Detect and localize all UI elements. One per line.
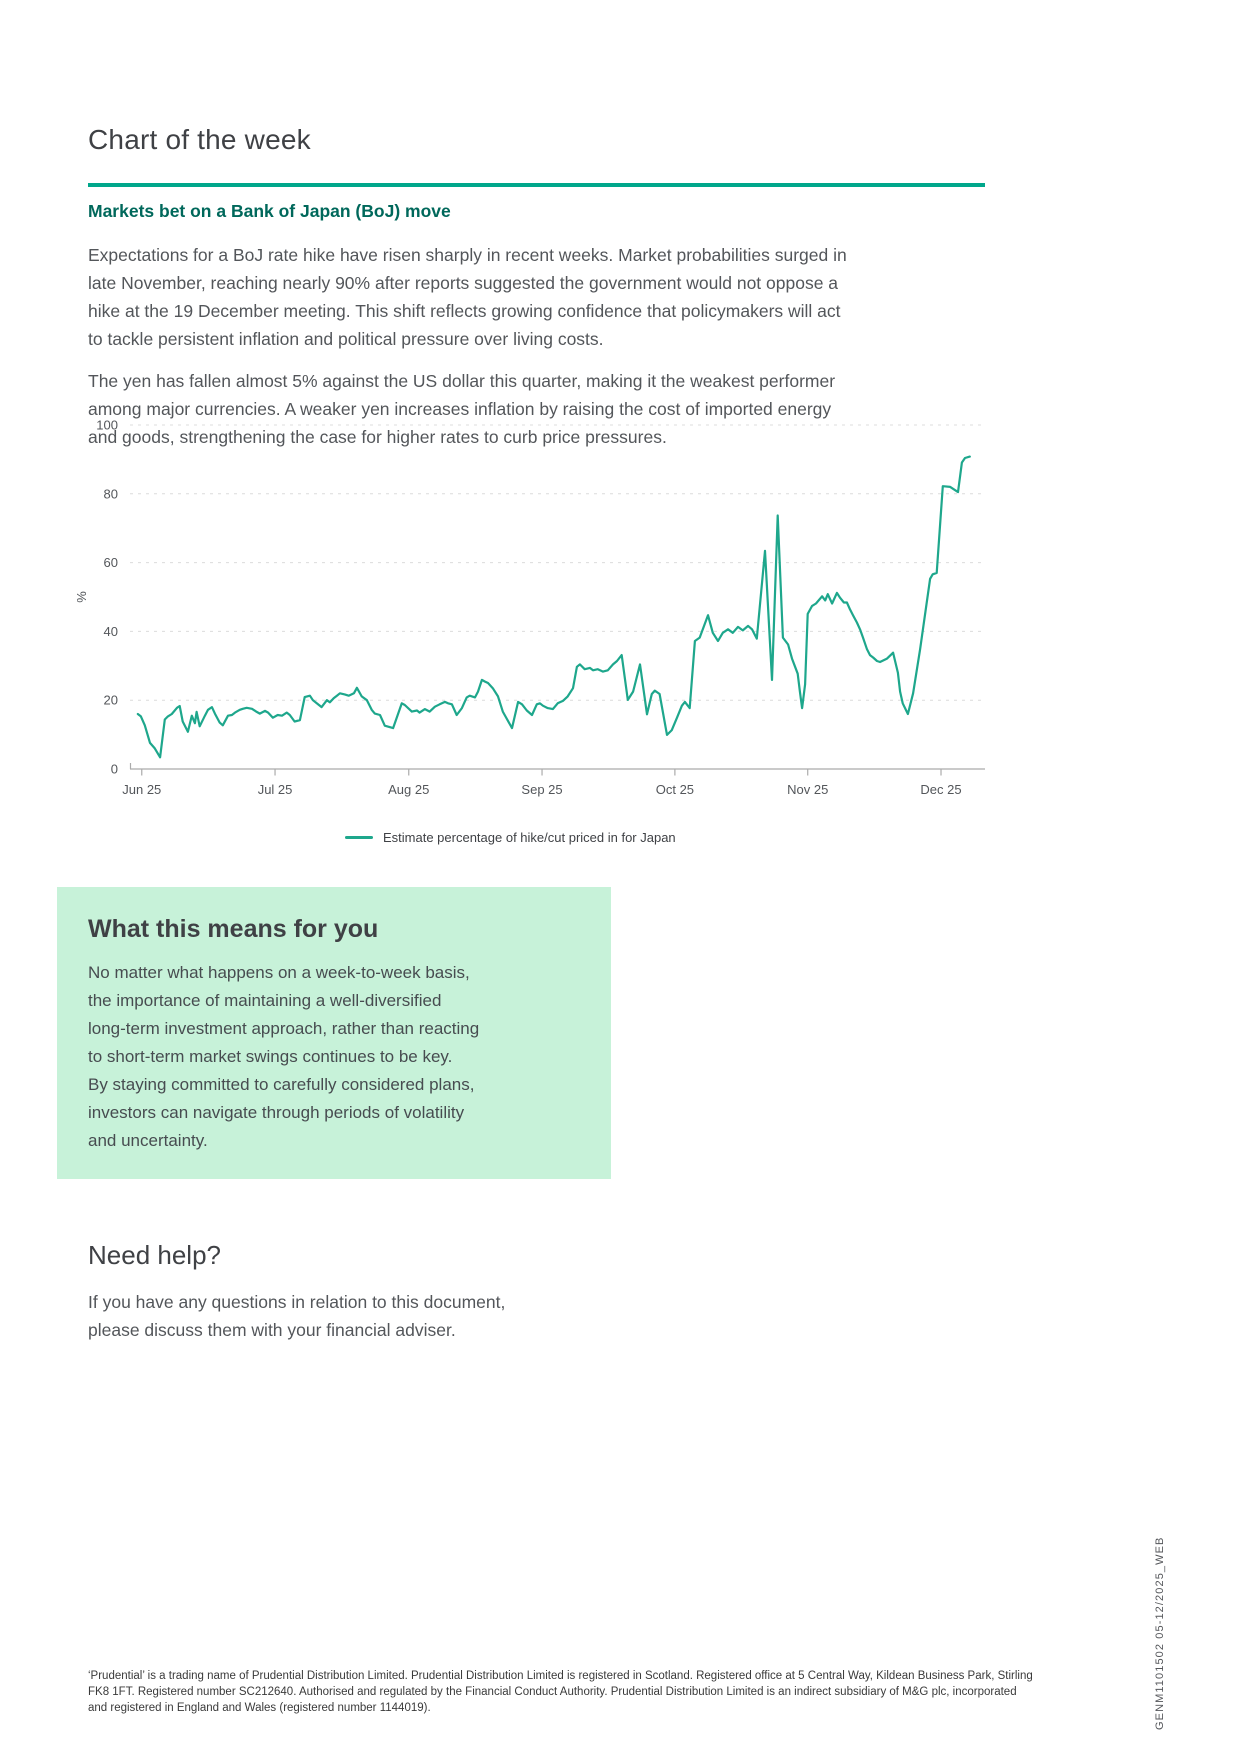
x-tick-label: Aug 25 <box>388 782 429 797</box>
page-title: Chart of the week <box>88 124 311 155</box>
title-rule-divider <box>88 183 985 187</box>
y-tick-label: 40 <box>104 624 118 639</box>
y-tick-label: 60 <box>104 555 118 570</box>
doc-code-vertical: GENM1101502 05-12/2025_WEB <box>1154 1536 1166 1731</box>
need-help-body: If you have any questions in relation to… <box>88 1292 506 1340</box>
need-help-title: Need help? <box>88 1240 221 1270</box>
chart-subheading: Markets bet on a Bank of Japan (BoJ) mov… <box>88 201 451 221</box>
y-tick-label: 80 <box>104 486 118 501</box>
data-line <box>136 455 971 759</box>
y-tick-label: 20 <box>104 693 118 708</box>
legend-label: Estimate percentage of hike/cut priced i… <box>383 830 676 845</box>
x-tick-label: Nov 25 <box>787 782 828 797</box>
legend-line-swatch <box>345 836 373 839</box>
chart-legend: Estimate percentage of hike/cut priced i… <box>345 830 676 845</box>
intro-paragraph-1: Expectations for a BoJ rate hike have ri… <box>88 245 847 349</box>
x-tick-label: Jul 25 <box>258 782 293 797</box>
what-this-means-box: What this means for you No matter what h… <box>57 887 611 1179</box>
y-tick-label: 0 <box>111 762 118 777</box>
x-tick-label: Jun 25 <box>122 782 161 797</box>
footer-legal-text: ‘Prudential’ is a trading name of Pruden… <box>88 1670 1033 1714</box>
y-axis-title: % <box>75 591 89 603</box>
x-tick-label: Sep 25 <box>521 782 562 797</box>
line-chart: 0 20 40 60 80 100 Jun 25 Jul 25 Aug 25 Sep 25 Oct … <box>75 418 985 797</box>
what-this-means-body: No matter what happens on a week-to-week… <box>88 963 480 1150</box>
x-tick-label: Oct 25 <box>656 782 694 797</box>
y-tick-label: 100 <box>96 418 118 433</box>
intro-paragraph-2: The yen has fallen almost 5% against the… <box>88 371 836 447</box>
x-tick-label: Dec 25 <box>920 782 961 797</box>
what-this-means-title: What this means for you <box>88 915 379 943</box>
